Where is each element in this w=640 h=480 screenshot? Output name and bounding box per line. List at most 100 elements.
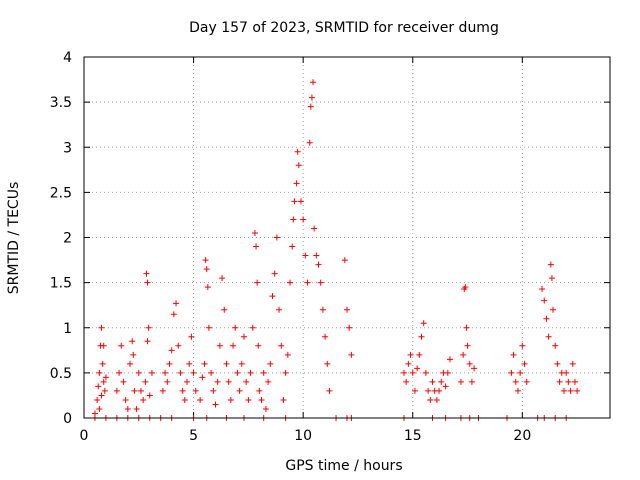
data-point bbox=[236, 387, 243, 394]
data-point bbox=[341, 257, 348, 264]
data-point bbox=[113, 387, 120, 394]
data-point bbox=[159, 387, 166, 394]
data-point bbox=[517, 369, 524, 376]
data-point bbox=[422, 369, 429, 376]
data-point bbox=[307, 103, 314, 110]
data-point bbox=[554, 360, 561, 367]
data-point bbox=[94, 396, 101, 403]
data-point bbox=[550, 306, 557, 313]
data-point bbox=[135, 369, 142, 376]
data-point bbox=[203, 266, 210, 273]
data-point bbox=[427, 396, 434, 403]
data-point bbox=[204, 284, 211, 291]
data-point bbox=[175, 342, 182, 349]
data-point bbox=[306, 139, 313, 146]
y-tick-labels: 0 0.5 1 1.5 2 2.5 3 3.5 4 bbox=[50, 50, 72, 427]
x-tick-label: 5 bbox=[189, 428, 198, 444]
y-tick-label: 1.5 bbox=[50, 276, 72, 292]
data-point bbox=[99, 360, 106, 367]
axis-ticks bbox=[83, 56, 610, 419]
data-point bbox=[293, 180, 300, 187]
data-point bbox=[100, 378, 107, 385]
data-point bbox=[129, 338, 136, 345]
data-point bbox=[282, 369, 289, 376]
data-point bbox=[131, 387, 138, 394]
data-point bbox=[563, 369, 570, 376]
data-point bbox=[216, 342, 223, 349]
data-point bbox=[137, 387, 144, 394]
data-point bbox=[142, 378, 149, 385]
y-tick-label: 0 bbox=[63, 411, 72, 427]
y-tick-label: 1 bbox=[63, 321, 72, 337]
data-point bbox=[120, 378, 127, 385]
data-point bbox=[164, 378, 171, 385]
data-point bbox=[124, 405, 131, 412]
data-point bbox=[262, 405, 269, 412]
data-point bbox=[545, 333, 552, 340]
data-point bbox=[166, 360, 173, 367]
data-point bbox=[565, 378, 572, 385]
x-tick-label: 10 bbox=[294, 428, 312, 444]
data-point bbox=[429, 378, 436, 385]
y-tick-label: 2 bbox=[63, 231, 72, 247]
data-point bbox=[416, 351, 423, 358]
data-point bbox=[433, 396, 440, 403]
y-tick-label: 3.5 bbox=[50, 95, 72, 111]
data-point bbox=[184, 378, 191, 385]
data-point bbox=[251, 229, 258, 236]
data-point bbox=[192, 387, 199, 394]
data-point bbox=[95, 383, 102, 390]
data-point bbox=[255, 342, 262, 349]
data-point bbox=[508, 369, 515, 376]
data-point bbox=[205, 324, 212, 331]
data-point bbox=[202, 257, 209, 264]
data-point bbox=[541, 297, 548, 304]
y-tick-label: 4 bbox=[63, 50, 72, 66]
y-axis-label: SRMTID / TECUs bbox=[6, 182, 22, 295]
data-point bbox=[96, 369, 103, 376]
data-point bbox=[300, 216, 307, 223]
data-point bbox=[315, 261, 322, 268]
data-point bbox=[510, 351, 517, 358]
data-point bbox=[143, 270, 150, 277]
plot-frame bbox=[83, 56, 611, 419]
x-axis-label: GPS time / hours bbox=[285, 458, 402, 474]
data-point bbox=[223, 360, 230, 367]
data-point bbox=[444, 369, 451, 376]
data-point bbox=[177, 369, 184, 376]
data-point bbox=[230, 342, 237, 349]
data-point bbox=[170, 311, 177, 318]
data-point bbox=[173, 300, 180, 307]
data-point bbox=[234, 369, 241, 376]
data-point bbox=[162, 369, 169, 376]
data-point bbox=[98, 324, 105, 331]
x-tick-label: 20 bbox=[513, 428, 531, 444]
data-point bbox=[199, 374, 206, 381]
data-point bbox=[317, 279, 324, 286]
data-point bbox=[400, 369, 407, 376]
data-point bbox=[190, 369, 197, 376]
data-point bbox=[460, 351, 467, 358]
data-point bbox=[100, 342, 107, 349]
data-point bbox=[267, 360, 274, 367]
data-point bbox=[521, 360, 528, 367]
data-point bbox=[144, 338, 151, 345]
data-point bbox=[438, 378, 445, 385]
data-point bbox=[280, 396, 287, 403]
data-point bbox=[181, 396, 188, 403]
data-point bbox=[556, 378, 563, 385]
data-point bbox=[212, 401, 219, 408]
data-point bbox=[466, 360, 473, 367]
data-point bbox=[294, 148, 301, 155]
data-point bbox=[227, 396, 234, 403]
data-point bbox=[407, 351, 414, 358]
data-point bbox=[146, 392, 153, 399]
data-point bbox=[148, 369, 155, 376]
data-point bbox=[418, 333, 425, 340]
data-point bbox=[543, 315, 550, 322]
data-point bbox=[319, 306, 326, 313]
data-point bbox=[425, 387, 432, 394]
data-point bbox=[269, 293, 276, 300]
data-point bbox=[102, 374, 109, 381]
data-point bbox=[258, 396, 265, 403]
